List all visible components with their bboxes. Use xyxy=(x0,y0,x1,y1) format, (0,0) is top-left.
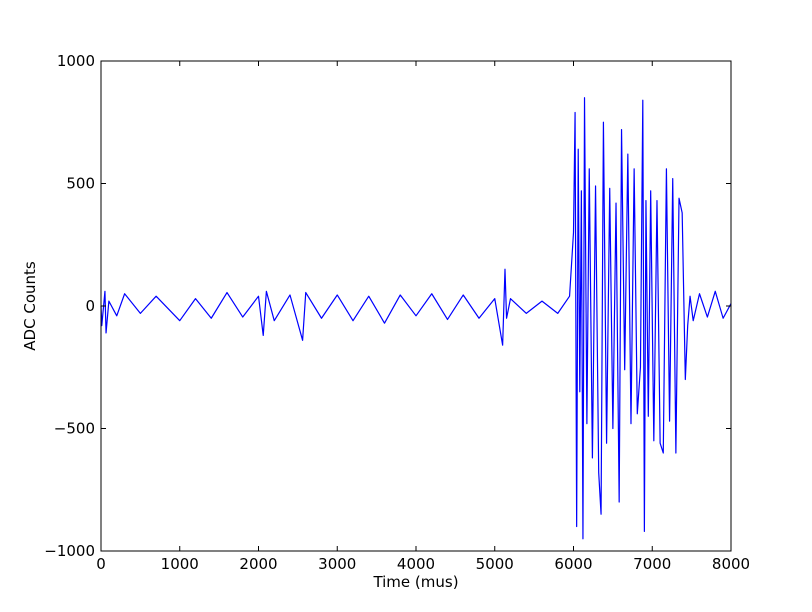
x-tick-label: 3000 xyxy=(318,555,356,573)
x-tick-label: 4000 xyxy=(397,555,435,573)
y-tick-label: 500 xyxy=(66,175,95,193)
x-tick-label: 5000 xyxy=(476,555,514,573)
x-tick-label: 0 xyxy=(96,555,106,573)
y-tick-label: 0 xyxy=(85,297,95,315)
x-tick-label: 6000 xyxy=(554,555,592,573)
x-tick-label: 7000 xyxy=(633,555,671,573)
y-tick-label: 1000 xyxy=(57,52,95,70)
x-axis: 0 1000 2000 3000 4000 5000 6000 7000 8000 xyxy=(96,61,750,573)
y-tick-label: −1000 xyxy=(44,542,95,560)
x-tick-label: 2000 xyxy=(239,555,277,573)
y-axis-label: ADC Counts xyxy=(21,261,39,351)
x-tick-label: 8000 xyxy=(712,555,750,573)
y-axis: −1000 −500 0 500 1000 xyxy=(44,52,731,560)
series-layer xyxy=(100,97,732,540)
x-tick-label: 1000 xyxy=(161,555,199,573)
y-tick-label: −500 xyxy=(54,420,95,438)
x-axis-label: Time (mus) xyxy=(372,573,458,591)
series-line xyxy=(100,97,732,540)
